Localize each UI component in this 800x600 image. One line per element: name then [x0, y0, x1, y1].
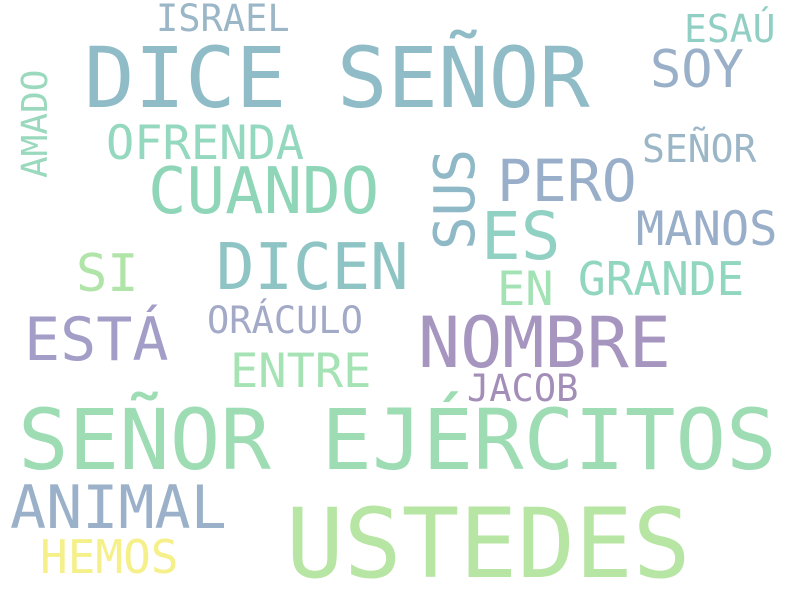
word-entre: ENTRE — [230, 344, 372, 399]
word-hemos: HEMOS — [40, 530, 179, 584]
word-esta: ESTÁ — [24, 305, 169, 375]
word-amado: AMADO — [15, 69, 56, 178]
word-animal: ANIMAL — [10, 473, 227, 543]
word-grande: GRANDE — [578, 252, 745, 306]
word-senor-small: SEÑOR — [642, 127, 757, 171]
word-senor-ejercitos: SEÑOR EJÉRCITOS — [18, 391, 777, 489]
word-dice-senor: DICE SEÑOR — [84, 29, 590, 127]
word-si: SI — [76, 244, 139, 304]
word-soy: SOY — [650, 40, 744, 100]
word-cuando: CUANDO — [148, 155, 380, 229]
word-es: ES — [481, 198, 561, 275]
word-ustedes: USTEDES — [286, 488, 691, 600]
word-pero: PERO — [497, 147, 637, 215]
word-sus: SUS — [423, 148, 488, 250]
word-jacob: JACOB — [467, 367, 579, 410]
word-oraculo: ORÁCULO — [207, 299, 363, 342]
word-dicen: DICEN — [216, 231, 409, 305]
word-esau: ESAÚ — [684, 7, 776, 51]
word-ofrenda: OFRENDA — [106, 116, 305, 171]
word-en: EN — [497, 262, 554, 317]
word-manos: MANOS — [636, 202, 778, 257]
word-nombre: NOMBRE — [418, 302, 671, 384]
word-israel: ISRAEL — [156, 0, 290, 40]
